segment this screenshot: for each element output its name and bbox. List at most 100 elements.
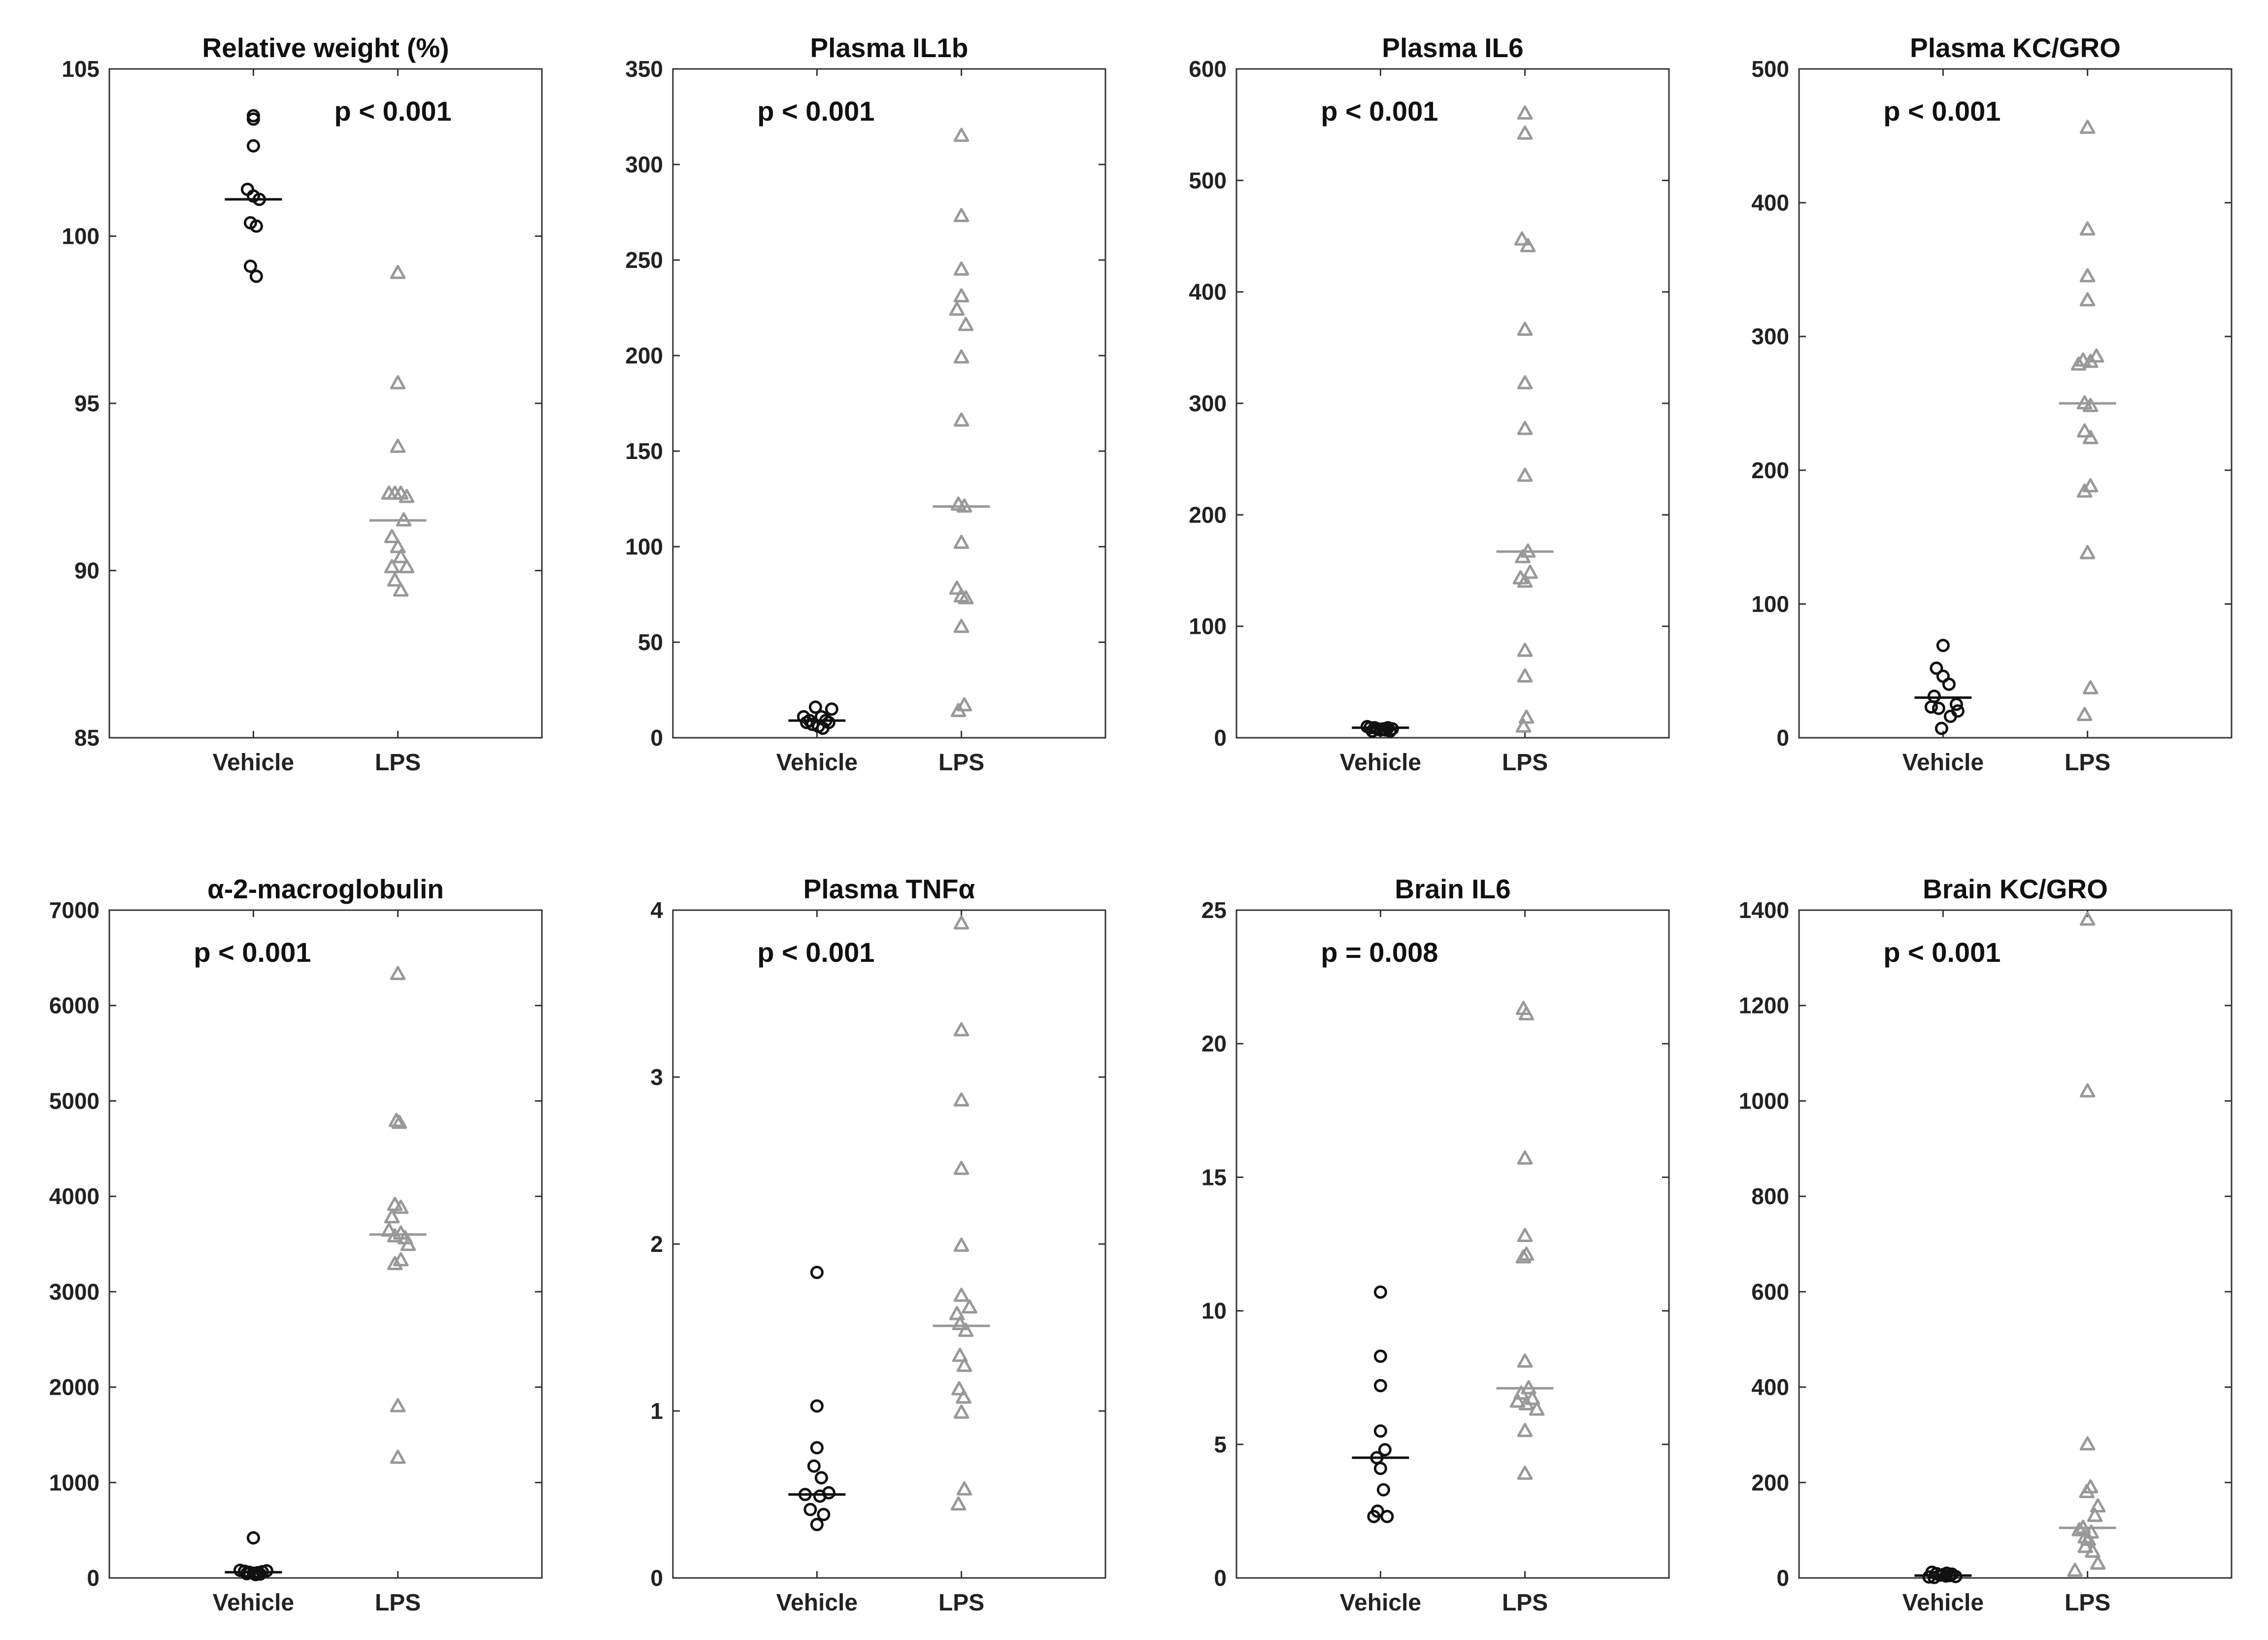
- data-point-triangle: [953, 288, 969, 303]
- data-point-triangle: [953, 261, 969, 276]
- data-point-triangle: [2082, 680, 2099, 694]
- data-point-triangle: [2079, 268, 2096, 283]
- data-point-triangle: [391, 1115, 407, 1129]
- x-category-label: Vehicle: [776, 1590, 858, 1616]
- data-point-triangle: [953, 208, 969, 223]
- p-value-label: p < 0.001: [194, 937, 311, 968]
- data-point-circle: [1373, 1424, 1387, 1438]
- y-tick-label: 1: [650, 1398, 663, 1424]
- y-tick-label: 1400: [1739, 897, 1789, 923]
- data-point-circle: [1373, 1349, 1387, 1363]
- y-tick-label: 0: [650, 725, 663, 751]
- data-point-triangle: [1521, 1380, 1536, 1395]
- data-point-circle: [810, 1399, 824, 1413]
- y-tick-label: 100: [625, 534, 663, 559]
- axes-frame: [108, 909, 543, 1579]
- y-tick-label: 3: [650, 1064, 663, 1090]
- data-point-triangle: [388, 1113, 404, 1127]
- x-category-label: Vehicle: [1340, 1590, 1421, 1616]
- chart-panel-6: Plasma TNFα 0 1 2 3 4 Vehicle LPS p < 0.001: [650, 874, 1106, 1616]
- series-lps: [2059, 911, 2116, 1577]
- x-category-label: Vehicle: [1902, 750, 1984, 776]
- data-point-triangle: [2079, 292, 2096, 307]
- y-tick-label: 95: [74, 391, 100, 416]
- chart-title: Plasma KC/GRO: [1910, 33, 2121, 63]
- series-lps: [933, 128, 990, 717]
- data-point-circle: [1949, 697, 1963, 711]
- data-point-triangle: [400, 1237, 416, 1251]
- p-value-label: p < 0.001: [1321, 96, 1438, 127]
- data-point-triangle: [2079, 1083, 2096, 1098]
- data-point-triangle: [2082, 397, 2099, 412]
- y-tick-label: 500: [1189, 167, 1227, 193]
- data-point-circle: [249, 1568, 263, 1581]
- data-point-circle: [816, 722, 830, 735]
- data-point-triangle: [393, 549, 409, 563]
- data-point-triangle: [1529, 1401, 1545, 1416]
- y-tick-label: 100: [1751, 591, 1789, 617]
- data-point-triangle: [956, 697, 972, 712]
- y-tick-label: 0: [1214, 725, 1227, 751]
- data-point-triangle: [1517, 573, 1533, 588]
- x-category-label: Vehicle: [776, 750, 858, 776]
- data-point-triangle: [953, 1092, 969, 1107]
- y-tick-label: 0: [1214, 1565, 1227, 1591]
- data-point-triangle: [390, 539, 406, 554]
- data-point-triangle: [950, 1496, 967, 1511]
- axes-frame: [108, 68, 543, 739]
- data-point-triangle: [2079, 221, 2096, 236]
- series-lps: [1496, 105, 1554, 733]
- data-point-triangle: [2076, 483, 2093, 498]
- data-point-triangle: [2088, 348, 2104, 363]
- data-point-circle: [1366, 724, 1379, 738]
- data-point-circle: [813, 1489, 827, 1503]
- y-tick-label: 1000: [49, 1470, 100, 1495]
- data-point-triangle: [1517, 375, 1533, 390]
- data-point-triangle: [953, 1160, 969, 1175]
- data-point-triangle: [1517, 125, 1533, 140]
- data-point-triangle: [1515, 1249, 1532, 1264]
- x-category-label: LPS: [938, 750, 984, 776]
- data-point-triangle: [1524, 1391, 1540, 1405]
- data-point-triangle: [953, 412, 969, 427]
- y-tick-label: 4000: [49, 1183, 100, 1209]
- y-tick-label: 400: [1751, 190, 1789, 216]
- series-vehicle: [1352, 720, 1409, 738]
- y-tick-label: 800: [1751, 1183, 1789, 1209]
- y-tick-label: 350: [625, 56, 663, 82]
- data-point-triangle: [390, 1398, 406, 1412]
- data-point-triangle: [2082, 430, 2099, 444]
- p-value-label: p < 0.001: [757, 937, 874, 968]
- data-point-triangle: [958, 590, 974, 605]
- data-point-circle: [1942, 677, 1956, 691]
- chart-title: Plasma TNFα: [803, 874, 975, 904]
- y-tick-label: 2: [650, 1231, 663, 1257]
- data-point-triangle: [2082, 478, 2099, 492]
- y-tick-label: 300: [1189, 391, 1227, 416]
- data-point-triangle: [951, 1381, 967, 1396]
- data-point-triangle: [2070, 356, 2087, 371]
- data-point-triangle: [2090, 1498, 2106, 1513]
- y-tick-label: 200: [1751, 458, 1789, 483]
- data-point-triangle: [950, 703, 967, 717]
- y-tick-label: 0: [650, 1565, 663, 1591]
- y-tick-label: 600: [1189, 56, 1227, 82]
- p-value-label: p < 0.001: [1883, 96, 2001, 127]
- y-tick-label: 500: [1751, 56, 1789, 82]
- chart-title: Plasma IL1b: [810, 33, 968, 63]
- data-point-triangle: [1515, 549, 1531, 563]
- y-tick-label: 15: [1201, 1164, 1227, 1190]
- data-point-triangle: [1517, 322, 1533, 336]
- y-tick-label: 85: [74, 725, 100, 751]
- data-point-circle: [1927, 1571, 1941, 1584]
- y-tick-label: 200: [1751, 1470, 1789, 1495]
- data-point-circle: [810, 1518, 824, 1532]
- axes-frame: [1235, 68, 1670, 739]
- data-point-triangle: [2079, 545, 2096, 559]
- data-point-triangle: [953, 1404, 969, 1419]
- data-point-triangle: [1517, 1465, 1533, 1480]
- data-point-circle: [1367, 1509, 1381, 1523]
- x-category-label: LPS: [2065, 750, 2110, 776]
- data-point-triangle: [1518, 1246, 1534, 1261]
- x-category-label: Vehicle: [213, 750, 294, 776]
